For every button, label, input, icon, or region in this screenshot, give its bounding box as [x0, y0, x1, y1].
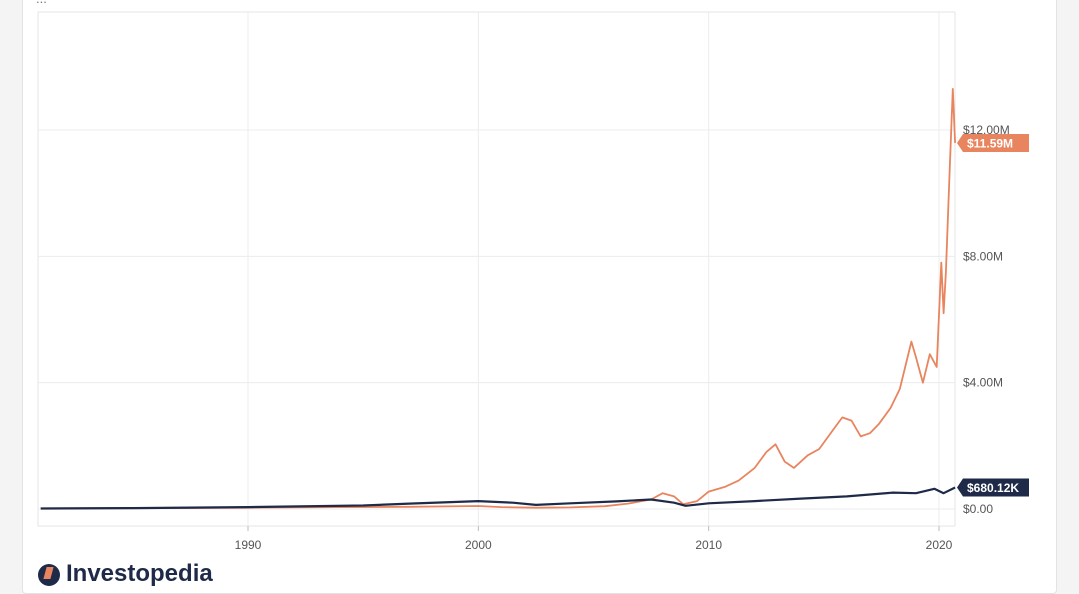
series-line-navy: [40, 486, 956, 510]
chart-header-text: ...: [36, 0, 47, 6]
x-tick-label: 2010: [695, 538, 722, 552]
y-tick-label: $8.00M: [963, 249, 1003, 263]
y-tick-label: $4.00M: [963, 376, 1003, 390]
y-tick-label: $12.00M: [963, 123, 1010, 137]
chart-card: [22, 0, 1057, 594]
series-line-orange: [40, 88, 956, 510]
x-tick-label: 2000: [465, 538, 492, 552]
end-value-label-orange: $11.59M: [967, 136, 1013, 150]
end-value-label-navy: $680.12K: [967, 481, 1019, 495]
x-tick-label: 1990: [235, 538, 262, 552]
x-tick-label: 2020: [926, 538, 953, 552]
end-value-flag-navy: [957, 478, 1029, 497]
investopedia-logo-icon: [38, 563, 60, 586]
plot-area-border: [37, 11, 956, 527]
end-value-flag-orange: [957, 133, 1029, 152]
line-chart: $0.00 $4.00M $8.00M $12.00M 1990 2000 2010 2020…: [37, 11, 1029, 552]
y-tick-label: $0.00: [963, 502, 993, 516]
brand-logo[interactable]: Investopedia: [38, 560, 213, 588]
